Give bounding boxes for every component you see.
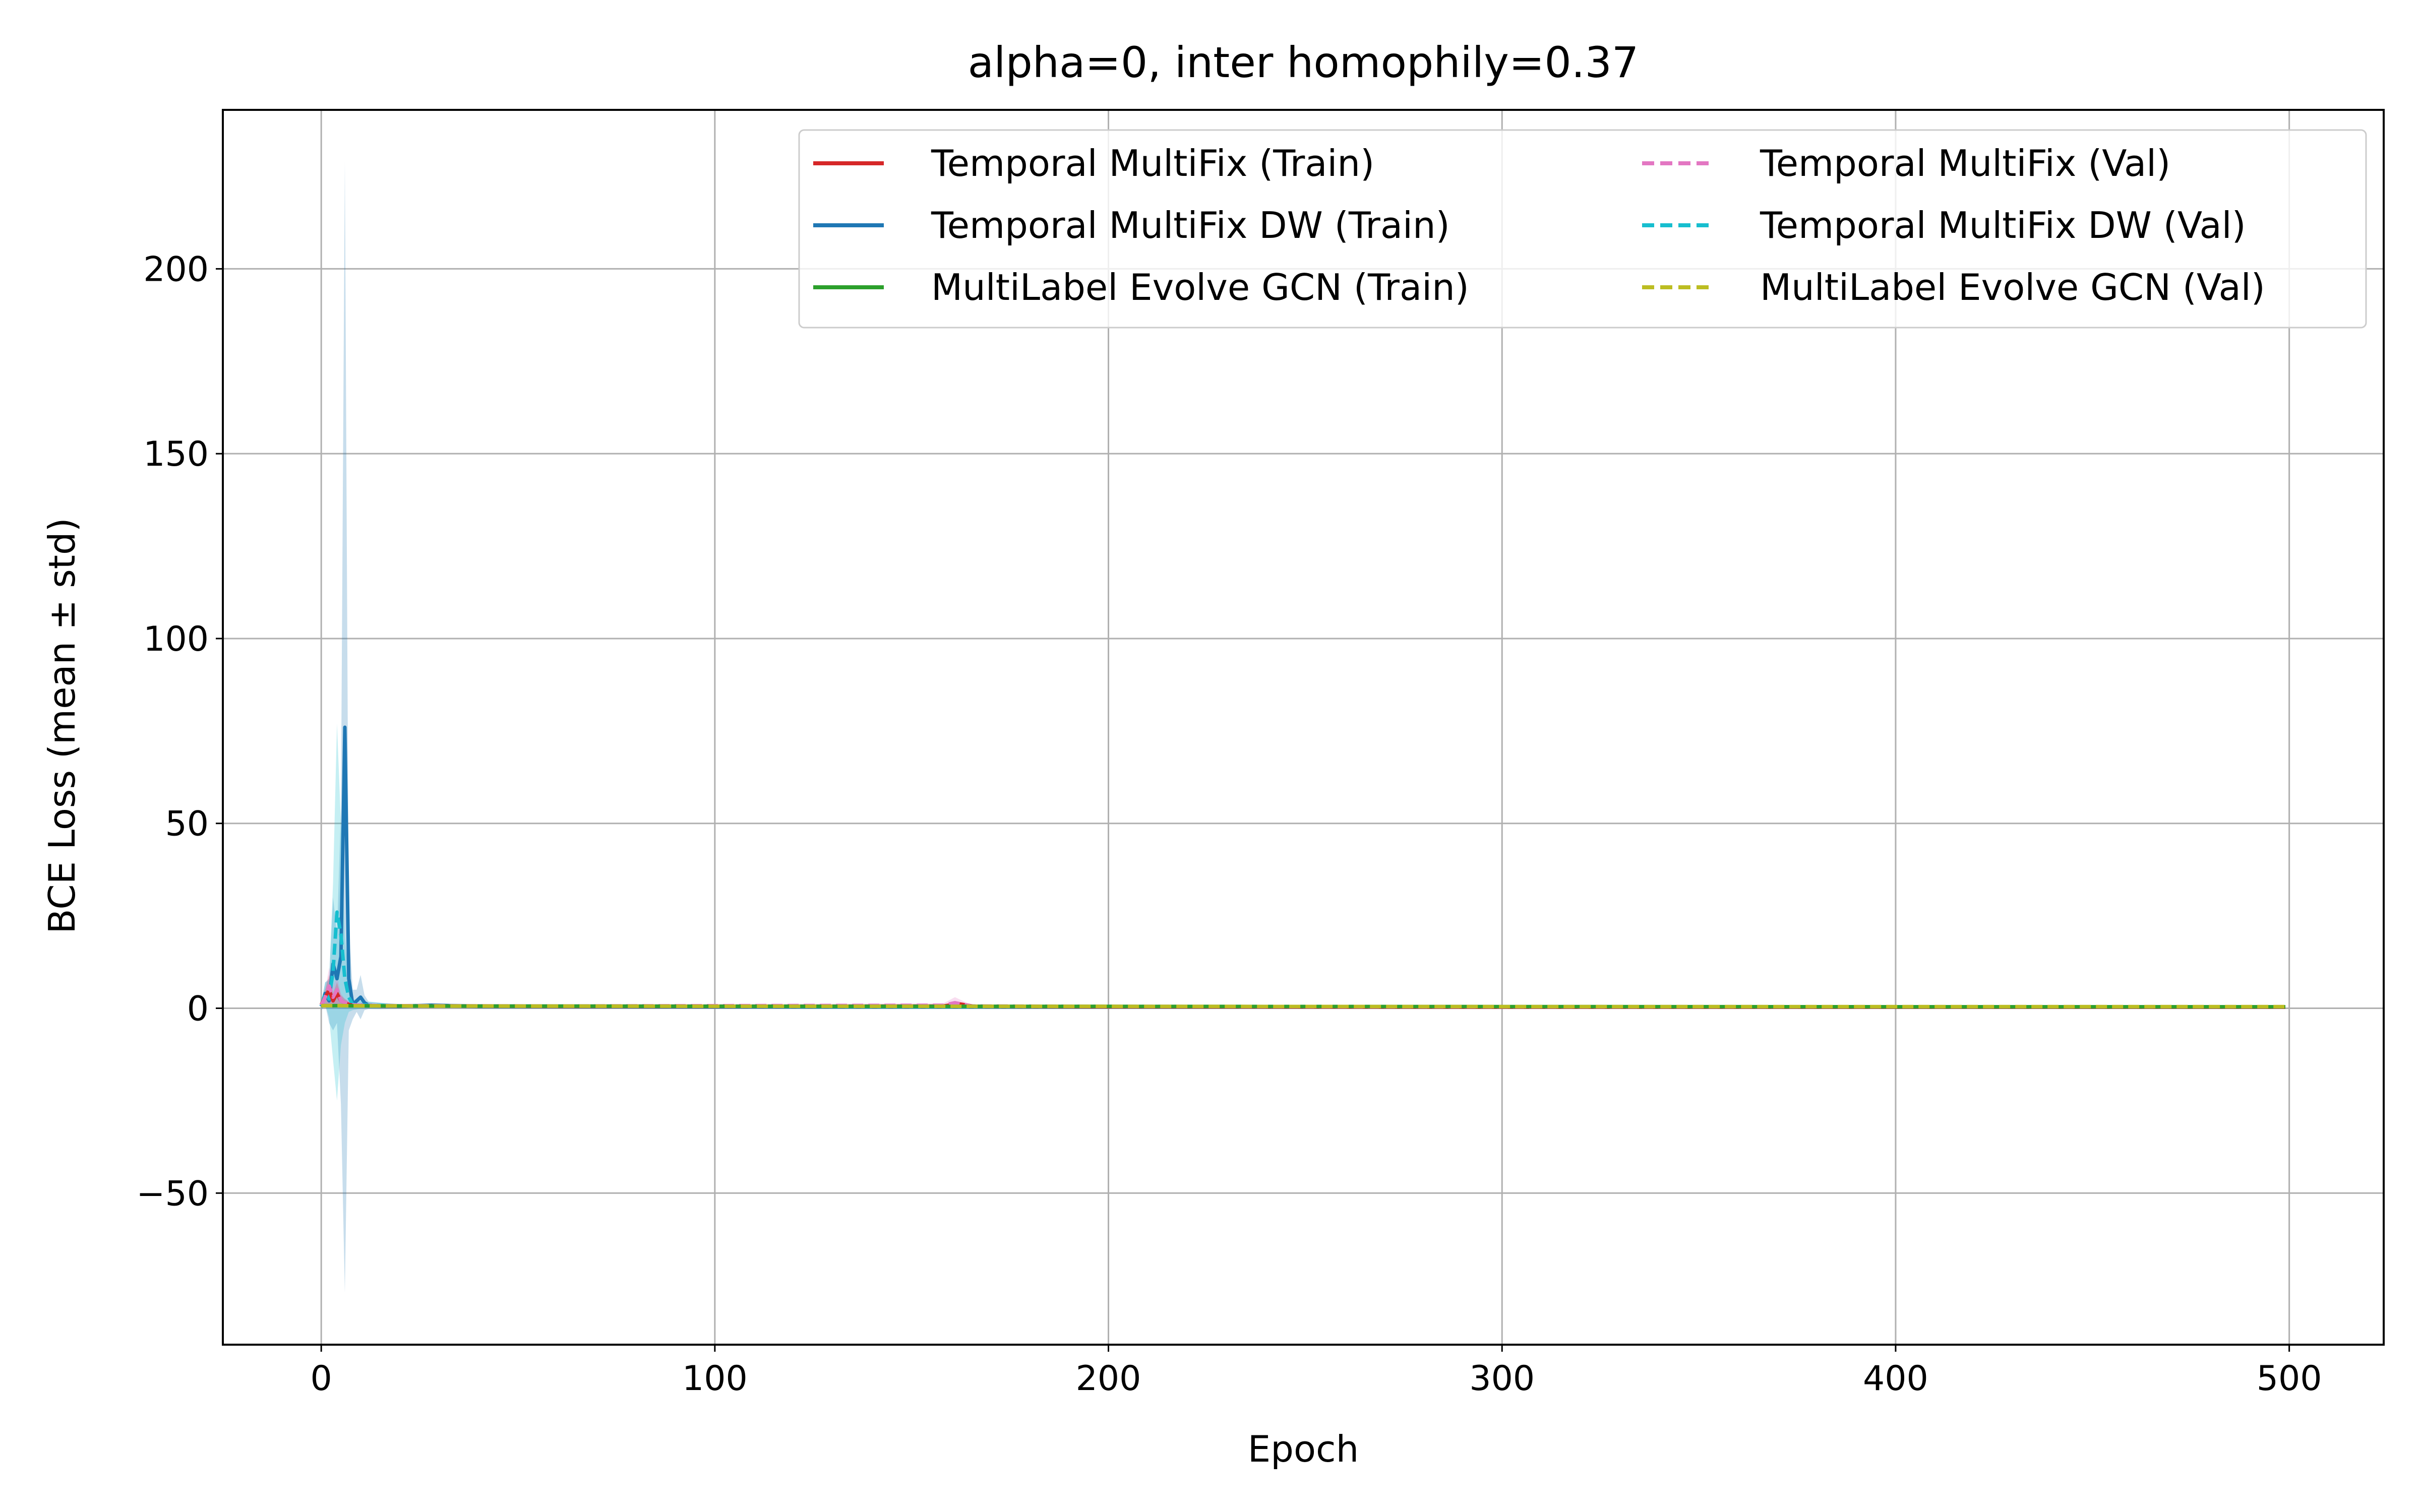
- legend-label-temporal-multifix-dw-val: Temporal MultiFix DW (Val): [1760, 204, 2246, 246]
- legend-label-multilabel-evolve-gcn-train: MultiLabel Evolve GCN (Train): [931, 266, 1469, 308]
- x-tick-label: 400: [1863, 1359, 1928, 1399]
- axis-ticks: 0 100 200 300 400 500 −50 0 50 100 150 200: [136, 249, 2322, 1399]
- band-temporal-multifix-val: [321, 967, 2285, 1009]
- x-tick-label: 200: [1076, 1359, 1141, 1399]
- y-tick-label: 200: [143, 249, 209, 289]
- series-lines: [319, 725, 2285, 1009]
- legend: Temporal MultiFix (Train) Temporal MultiF…: [798, 129, 2367, 329]
- y-tick-label: 150: [143, 434, 209, 474]
- legend-label-temporal-multifix-train: Temporal MultiFix (Train): [931, 142, 1374, 184]
- x-tick-label: 0: [311, 1359, 332, 1399]
- y-tick-label: 0: [187, 989, 209, 1029]
- x-axis-label: Epoch: [1248, 1428, 1359, 1470]
- legend-label-temporal-multifix-val: Temporal MultiFix (Val): [1760, 142, 2170, 184]
- x-tick-label: 300: [1469, 1359, 1535, 1399]
- chart-title: alpha=0, inter homophily=0.37: [968, 38, 1639, 87]
- plot-frame: [222, 109, 2385, 1346]
- y-tick-label: 50: [165, 804, 209, 844]
- line-multilabel-evolve-gcn-val: [321, 1003, 2285, 1009]
- y-tick-label: 100: [143, 619, 209, 659]
- legend-label-temporal-multifix-dw-train: Temporal MultiFix DW (Train): [931, 204, 1450, 246]
- y-axis-label: BCE Loss (mean ± std): [41, 518, 83, 934]
- legend-label-multilabel-evolve-gcn-val: MultiLabel Evolve GCN (Val): [1760, 266, 2265, 308]
- x-tick-label: 100: [682, 1359, 748, 1399]
- x-tick-label: 500: [2257, 1359, 2322, 1399]
- legend-box: [798, 129, 2367, 329]
- y-tick-label: −50: [136, 1174, 209, 1214]
